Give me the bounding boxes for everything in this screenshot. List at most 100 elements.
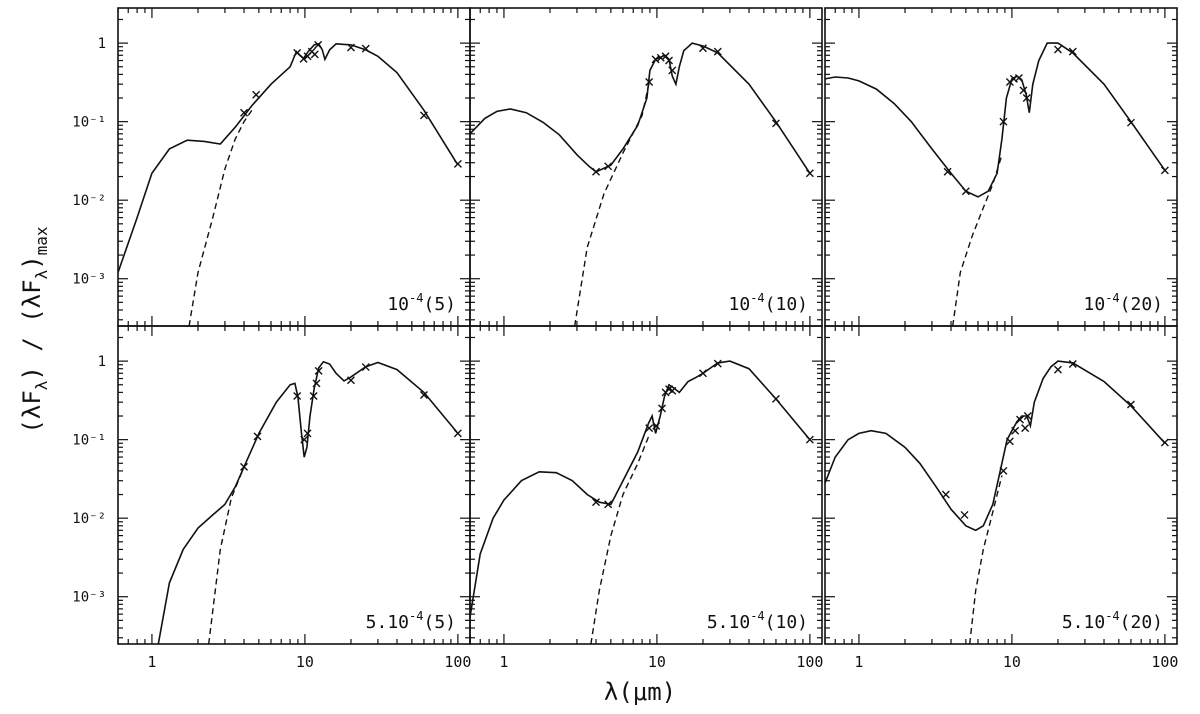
axis-ticks <box>117 8 470 326</box>
observed-point <box>1068 47 1077 56</box>
panel-1: 1 10⁻¹ 10⁻² 10⁻³ 10-4(5) <box>72 7 471 327</box>
x-tick-label: 10 <box>648 653 666 671</box>
observed-point <box>665 56 674 65</box>
observed-point <box>999 466 1008 475</box>
dashed-model-curve <box>969 475 1003 644</box>
observed-point <box>645 77 654 86</box>
observed-point <box>960 510 969 519</box>
y-tick-label: 1 <box>98 36 106 52</box>
observed-point <box>1053 45 1062 54</box>
solid-model-curve <box>118 42 459 273</box>
observed-point <box>419 391 428 400</box>
x-tick-label: 100 <box>1151 653 1178 671</box>
observed-point <box>1021 424 1030 433</box>
observed-point <box>314 40 323 49</box>
dashed-model-curve <box>590 433 651 644</box>
observed-point <box>592 498 601 507</box>
y-tick-label: 10⁻³ <box>72 272 106 288</box>
observed-point <box>303 429 312 438</box>
panel-frame <box>117 325 471 645</box>
y-tick-label: 10⁻¹ <box>72 433 106 449</box>
observed-point <box>961 187 970 196</box>
observed-point <box>453 429 462 438</box>
x-tick-label: 10 <box>296 653 314 671</box>
panels: 1 10⁻¹ 10⁻² 10⁻³ 10-4(5) 10-4(10) 10-4(20) 1 10⁻… <box>72 7 1178 671</box>
observed-point <box>310 50 319 59</box>
x-tick-label: 100 <box>444 653 471 671</box>
observed-point <box>361 44 370 53</box>
observed-point <box>312 379 321 388</box>
observed-point <box>1019 86 1028 95</box>
dashed-model-curve <box>574 78 651 326</box>
panel-label: 5.10-4(5) <box>366 609 456 633</box>
observed-point <box>698 44 707 53</box>
observed-point <box>299 54 308 63</box>
solid-model-curve <box>470 360 811 618</box>
y-tick-label: 10⁻² <box>72 511 106 527</box>
x-axis-label: λ(μm) <box>604 678 676 706</box>
observed-point <box>419 111 428 120</box>
observed-point <box>805 435 814 444</box>
observed-point <box>592 167 601 176</box>
observed-point <box>361 363 370 372</box>
observed-point <box>240 108 249 117</box>
observed-point <box>652 421 661 430</box>
observed-point <box>453 159 462 168</box>
observed-point <box>309 391 318 400</box>
observed-point <box>668 66 677 75</box>
panel-3: 10-4(20) <box>824 7 1178 327</box>
observed-point <box>300 435 309 444</box>
x-tick-label: 100 <box>796 653 823 671</box>
y-axis-label: (λFλ) / (λFλ)max <box>18 226 51 434</box>
observed-point <box>999 117 1008 126</box>
panel-label: 10-4(20) <box>1084 291 1164 315</box>
observed-point <box>253 432 262 441</box>
y-tick-label: 10⁻¹ <box>72 115 106 131</box>
observed-point <box>1016 415 1025 424</box>
panel-label: 10-4(5) <box>387 291 456 315</box>
observed-point <box>1160 438 1169 447</box>
dashed-model-curve <box>208 466 245 644</box>
axis-ticks <box>469 326 822 644</box>
observed-point <box>240 462 249 471</box>
solid-model-curve <box>470 42 811 174</box>
panel-frame <box>469 7 823 327</box>
y-tick-label: 1 <box>98 354 106 370</box>
observed-point <box>656 53 665 62</box>
observed-point <box>1068 359 1077 368</box>
panel-label: 5.10-4(10) <box>707 609 808 633</box>
panel-6: 1 10 100 5.10-4(20) <box>824 325 1178 671</box>
observed-point <box>293 391 302 400</box>
y-tick-label: 10⁻² <box>72 193 106 209</box>
observed-point <box>668 386 677 395</box>
panel-4: 1 10⁻¹ 10⁻² 10⁻³ 1 10 100 5.10-4(5) <box>72 325 471 671</box>
observed-point <box>941 490 950 499</box>
observed-point <box>713 47 722 56</box>
panel-frame <box>469 325 823 645</box>
panel-frame <box>824 7 1178 327</box>
axis-ticks <box>824 326 1177 644</box>
observed-point <box>314 366 323 375</box>
dashed-model-curve <box>188 109 253 326</box>
observed-point <box>1053 365 1062 374</box>
panel-label: 5.10-4(20) <box>1062 609 1163 633</box>
observed-point <box>604 162 613 171</box>
solid-model-curve <box>157 360 459 644</box>
solid-model-curve <box>825 42 1166 198</box>
panel-2: 10-4(10) <box>469 7 823 327</box>
observed-point <box>346 376 355 385</box>
observed-point <box>1126 118 1135 127</box>
observed-point <box>805 169 814 178</box>
x-tick-label: 1 <box>499 653 508 671</box>
observed-point <box>651 55 660 64</box>
panel-label: 10-4(10) <box>729 291 809 315</box>
observed-point <box>1005 437 1014 446</box>
observed-point <box>1160 166 1169 175</box>
axis-ticks <box>117 326 470 644</box>
observed-point <box>1022 94 1031 103</box>
x-tick-label: 1 <box>854 653 863 671</box>
x-tick-label: 1 <box>147 653 156 671</box>
observed-point <box>658 404 667 413</box>
observed-point <box>1023 412 1032 421</box>
x-tick-label: 10 <box>1003 653 1021 671</box>
